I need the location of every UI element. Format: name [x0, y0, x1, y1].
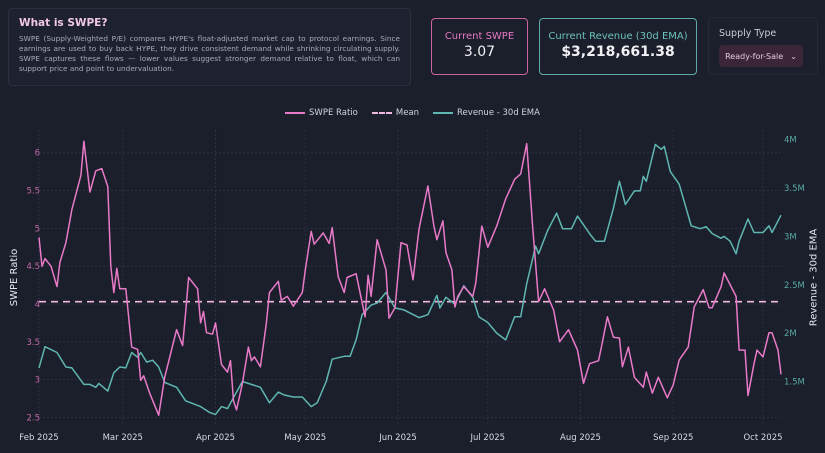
current-swpe-card: Current SWPE 3.07 — [431, 18, 528, 75]
legend-label-mean: Mean — [395, 108, 420, 118]
swpe-info-panel: What is SWPE? SWPE (Supply-Weighted P/E)… — [8, 8, 411, 86]
y2-tick-label: 4M — [784, 136, 797, 146]
legend-swatch-revenue — [433, 112, 454, 114]
legend-item-swpe[interactable]: SWPE Ratio — [285, 108, 358, 118]
legend-swatch-swpe — [285, 112, 306, 114]
x-tick-label: Mar 2025 — [103, 433, 143, 443]
legend-swatch-mean — [371, 112, 392, 114]
y2-tick-label: 3M — [784, 232, 797, 242]
info-title: What is SWPE? — [19, 17, 108, 29]
y2-tick-label: 3.5M — [784, 184, 805, 194]
legend-label-revenue: Revenue - 30d EMA — [457, 108, 540, 118]
chevron-down-icon: ⌄ — [790, 51, 797, 61]
legend-label-swpe: SWPE Ratio — [309, 108, 358, 118]
x-tick-label: Oct 2025 — [743, 433, 782, 443]
y-tick-label: 5.5 — [26, 187, 40, 197]
y2-tick-label: 2M — [784, 329, 797, 339]
x-tick-label: Sep 2025 — [653, 433, 693, 443]
supply-type-label: Supply Type — [719, 28, 777, 39]
y-tick-label: 6 — [35, 149, 40, 159]
chart-legend: SWPE Ratio Mean Revenue - 30d EMA — [0, 108, 825, 118]
y2-tick-label: 1.5M — [784, 377, 805, 387]
x-tick-label: Feb 2025 — [19, 433, 58, 443]
current-revenue-value: $3,218,661.38 — [561, 44, 675, 60]
y2-tick-label: 2.5M — [784, 281, 805, 291]
info-body: SWPE (Supply-Weighted P/E) compares HYPE… — [19, 34, 400, 73]
legend-item-mean[interactable]: Mean — [371, 108, 420, 118]
x-tick-label: Jun 2025 — [378, 433, 417, 443]
y-tick-label: 3.5 — [26, 338, 40, 348]
y-tick-label: 4 — [35, 300, 40, 310]
current-swpe-label: Current SWPE — [444, 31, 515, 42]
revenue-series-line — [38, 143, 782, 416]
y-tick-label: 2.5 — [26, 413, 40, 423]
y-tick-label: 4.5 — [26, 262, 40, 272]
current-revenue-label: Current Revenue (30d EMA) — [548, 31, 688, 42]
y-tick-label: 3 — [35, 376, 40, 386]
x-tick-label: Jul 2025 — [469, 433, 505, 443]
supply-type-panel: Supply Type Ready-for-Sale ⌄ — [708, 17, 818, 75]
supply-type-selected: Ready-for-Sale — [725, 51, 784, 61]
x-tick-label: May 2025 — [284, 433, 326, 443]
x-tick-label: Aug 2025 — [560, 433, 601, 443]
legend-item-revenue[interactable]: Revenue - 30d EMA — [433, 108, 540, 118]
swpe-series-line — [38, 140, 782, 416]
supply-type-select[interactable]: Ready-for-Sale ⌄ — [719, 45, 803, 67]
y-tick-label: 5 — [35, 224, 40, 234]
x-tick-label: Apr 2025 — [196, 433, 235, 443]
current-swpe-value: 3.07 — [463, 44, 496, 60]
current-revenue-card: Current Revenue (30d EMA) $3,218,661.38 — [539, 18, 697, 75]
